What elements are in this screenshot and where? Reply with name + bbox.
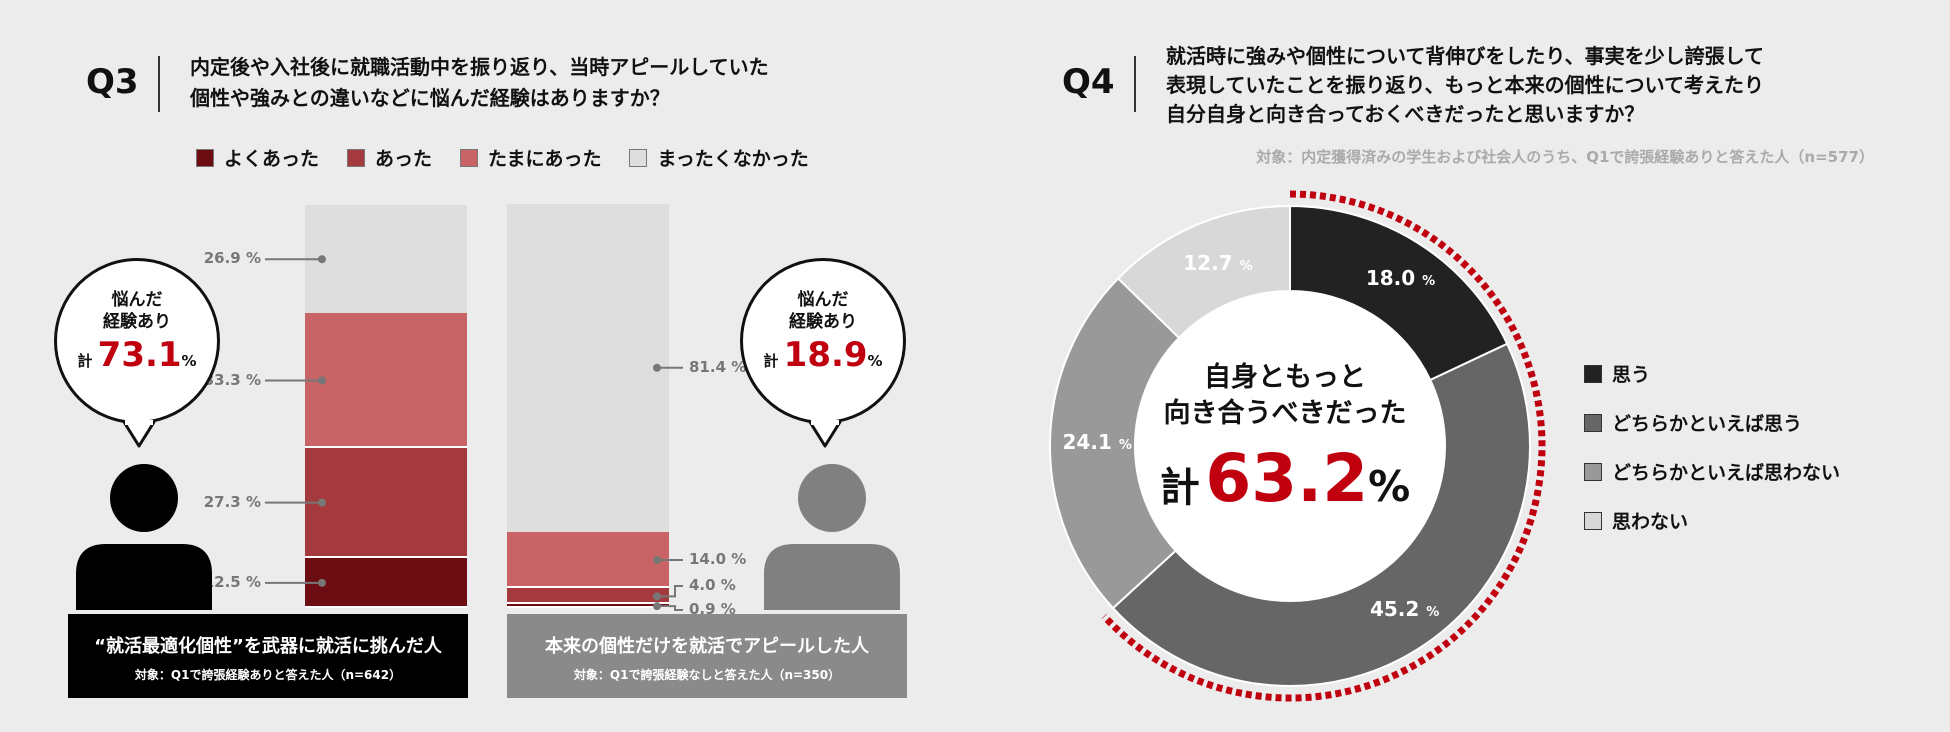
q4-divider: [1134, 56, 1136, 112]
person-icon-gray: [764, 464, 900, 610]
bar-segment: [305, 313, 467, 448]
leader-dot: [318, 578, 326, 587]
legend-swatch: [1584, 364, 1602, 383]
donut-slice: [1111, 342, 1531, 687]
highlight-dotted-arc: [1101, 190, 1546, 702]
bar-label-leaders: [265, 255, 683, 611]
caption-title: 本来の個性だけを就活でアピールした人: [545, 636, 869, 657]
bar-segment: [507, 588, 669, 605]
bubble-title: 悩んだ 経験あり: [789, 290, 857, 332]
bar-segment: [507, 531, 669, 589]
bar-value-label: 26.9 %: [203, 249, 261, 268]
leader-line: [657, 585, 683, 598]
donut-value-label: 45.2 %: [1369, 597, 1440, 622]
q3-label: Q3: [86, 62, 139, 102]
q4-question-line2: 表現していたことを振り返り、もっと本来の個性について考えたり: [1166, 73, 1764, 97]
q3-question-line1: 内定後や入社後に就職活動中を振り返り、当時アピールしていた: [190, 55, 769, 79]
q3-question: 内定後や入社後に就職活動中を振り返り、当時アピールしていた 個性や強みとの違いな…: [190, 52, 769, 114]
legend-item: よくあった: [196, 144, 319, 171]
legend-label: 思わない: [1612, 511, 1689, 533]
center-value: 計 63.2%: [1159, 440, 1411, 517]
q4-label: Q4: [1062, 62, 1115, 102]
leader-dot: [318, 376, 326, 385]
caption-subtitle: 対象：Q1で誇張経験なしと答えた人（n=350）: [573, 668, 841, 682]
leader-dot: [653, 602, 661, 611]
leader-dot: [653, 556, 661, 565]
q4-question-line3: 自分自身と向き合っておくべきだったと思いますか？: [1166, 102, 1645, 126]
leader-dot: [653, 592, 661, 601]
q4-question-line1: 就活時に強みや個性について背伸びをしたり、事実を少し誇張して: [1166, 44, 1764, 68]
donut-value-label: 18.0 %: [1365, 266, 1436, 291]
person-icon-black: [76, 464, 212, 610]
legend-item: どちらかといえば思わない: [1584, 458, 1840, 485]
legend-item: たまにあった: [460, 144, 601, 171]
caption-subtitle: 対象：Q1で誇張経験ありと答えた人（n=642）: [134, 668, 402, 682]
legend-label: どちらかといえば思う: [1612, 413, 1803, 435]
bubble-value: 計 18.9%: [763, 335, 883, 375]
left-bubble-tail: [122, 420, 156, 448]
donut-center: 自身ともっと 向き合うべきだった 計 63.2%: [1140, 360, 1430, 517]
legend-label: あった: [375, 148, 433, 170]
leader-dot: [318, 498, 326, 507]
q4-legend: 思うどちらかといえば思うどちらかといえば思わない 思わない: [1584, 360, 1840, 556]
right-bubble-tail: [808, 420, 842, 448]
bar-segment: [305, 205, 467, 314]
legend-item: 思う: [1584, 360, 1840, 387]
legend-label: 思う: [1612, 364, 1651, 386]
q3-legend: よくあった あった たまにあった まったくなかった: [196, 144, 809, 171]
stacked-bar-left: [305, 205, 467, 608]
right-speech-bubble: 悩んだ 経験あり 計 18.9%: [740, 258, 906, 424]
legend-label: どちらかといえば思わない: [1612, 462, 1841, 484]
bar-segment: [507, 604, 669, 608]
bubble-value: 計 73.1%: [77, 335, 197, 375]
bar-value-label: 12.5 %: [203, 572, 261, 591]
legend-item: あった: [347, 144, 432, 171]
legend-swatch: [629, 148, 648, 167]
leader-dot: [653, 363, 661, 372]
q4-target: 対象：内定獲得済みの学生および社会人のうち、Q1で誇張経験ありと答えた人（n=5…: [1256, 148, 1874, 166]
leader-dot: [318, 255, 326, 264]
q3-question-line2: 個性や強みとの違いなどに悩んだ経験はありますか？: [190, 86, 670, 110]
bar-value-label: 33.3 %: [203, 370, 261, 389]
legend-item: どちらかといえば思う: [1584, 409, 1840, 436]
bubble-title: 悩んだ 経験あり: [103, 290, 171, 332]
right-caption: 本来の個性だけを就活でアピールした人 対象：Q1で誇張経験なしと答えた人（n=3…: [507, 614, 907, 698]
center-title: 自身ともっと 向き合うべきだった: [1163, 362, 1407, 429]
legend-swatch: [196, 148, 214, 167]
legend-label: たまにあった: [488, 148, 602, 170]
q3-divider: [158, 56, 160, 112]
left-caption: “就活最適化個性”を武器に就活に挑んだ人 対象：Q1で誇張経験ありと答えた人（n…: [68, 614, 468, 698]
donut-hole: [1135, 291, 1445, 601]
leader-line: [657, 605, 683, 611]
left-speech-bubble: 悩んだ 経験あり 計 73.1%: [54, 258, 220, 424]
caption-title: “就活最適化個性”を武器に就活に挑んだ人: [94, 636, 442, 657]
q4-question: 就活時に強みや個性について背伸びをしたり、事実を少し誇張して 表現していたことを…: [1166, 42, 1764, 129]
legend-item: 思わない: [1584, 507, 1840, 534]
bar-segment: [507, 203, 669, 532]
legend-swatch: [1584, 462, 1602, 481]
bar-segment: [305, 447, 467, 558]
legend-swatch: [460, 148, 479, 167]
legend-swatch: [1584, 511, 1602, 530]
legend-item: まったくなかった: [629, 144, 809, 171]
bar-value-label: 81.4 %: [689, 357, 747, 376]
bar-value-label: 4.0 %: [689, 576, 736, 594]
donut-value-label: 12.7 %: [1183, 251, 1253, 275]
donut-chart: [1049, 190, 1546, 702]
bar-segment: [305, 557, 467, 608]
stacked-bar-right: [507, 203, 669, 608]
bar-value-label: 14.0 %: [689, 550, 747, 569]
legend-swatch: [347, 148, 366, 167]
bar-value-label: 0.9 %: [689, 600, 736, 618]
legend-label: まったくなかった: [657, 148, 809, 170]
legend-label: よくあった: [224, 148, 320, 170]
bar-value-label: 27.3 %: [203, 492, 261, 511]
donut-value-label: 24.1 %: [1062, 429, 1132, 454]
legend-swatch: [1584, 413, 1602, 432]
